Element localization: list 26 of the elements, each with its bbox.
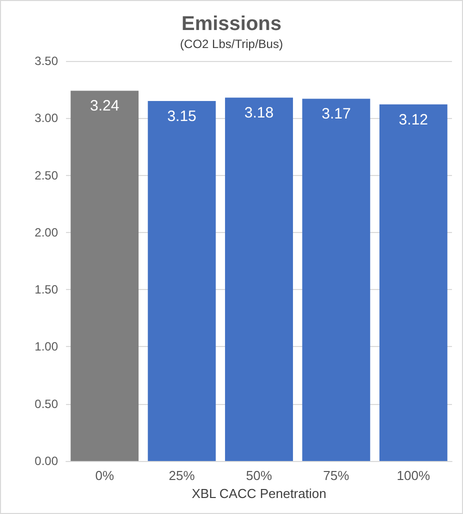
bar xyxy=(148,101,216,461)
data-label: 3.17 xyxy=(322,106,351,123)
bar xyxy=(379,104,448,461)
x-tick-label: 25% xyxy=(168,468,196,483)
y-tick-label: 3.00 xyxy=(34,111,58,126)
y-tick-label: 0.00 xyxy=(34,454,58,468)
data-label: 3.12 xyxy=(398,111,428,128)
x-axis-title: XBL CACC Penetration xyxy=(192,486,326,501)
chart-title: Emissions xyxy=(181,13,282,35)
y-tick-label: 0.50 xyxy=(34,396,58,411)
y-tick-label: 1.50 xyxy=(34,282,58,297)
bar xyxy=(302,98,370,461)
y-tick-label: 3.50 xyxy=(34,54,58,68)
bar xyxy=(225,98,293,461)
bar xyxy=(70,90,139,461)
x-tick-label: 100% xyxy=(396,468,430,483)
data-label: 3.18 xyxy=(244,104,274,122)
y-tick-label: 2.00 xyxy=(34,225,58,240)
data-label: 3.24 xyxy=(90,98,120,115)
chart-subtitle: (CO2 Lbs/Trip/Bus) xyxy=(180,37,283,51)
x-tick-label: 0% xyxy=(95,468,114,483)
y-tick-label: 2.50 xyxy=(34,168,58,182)
x-tick-label: 75% xyxy=(323,468,350,483)
x-tick-label: 50% xyxy=(246,468,272,483)
y-tick-label: 1.00 xyxy=(34,340,58,354)
data-label: 3.15 xyxy=(167,108,196,125)
